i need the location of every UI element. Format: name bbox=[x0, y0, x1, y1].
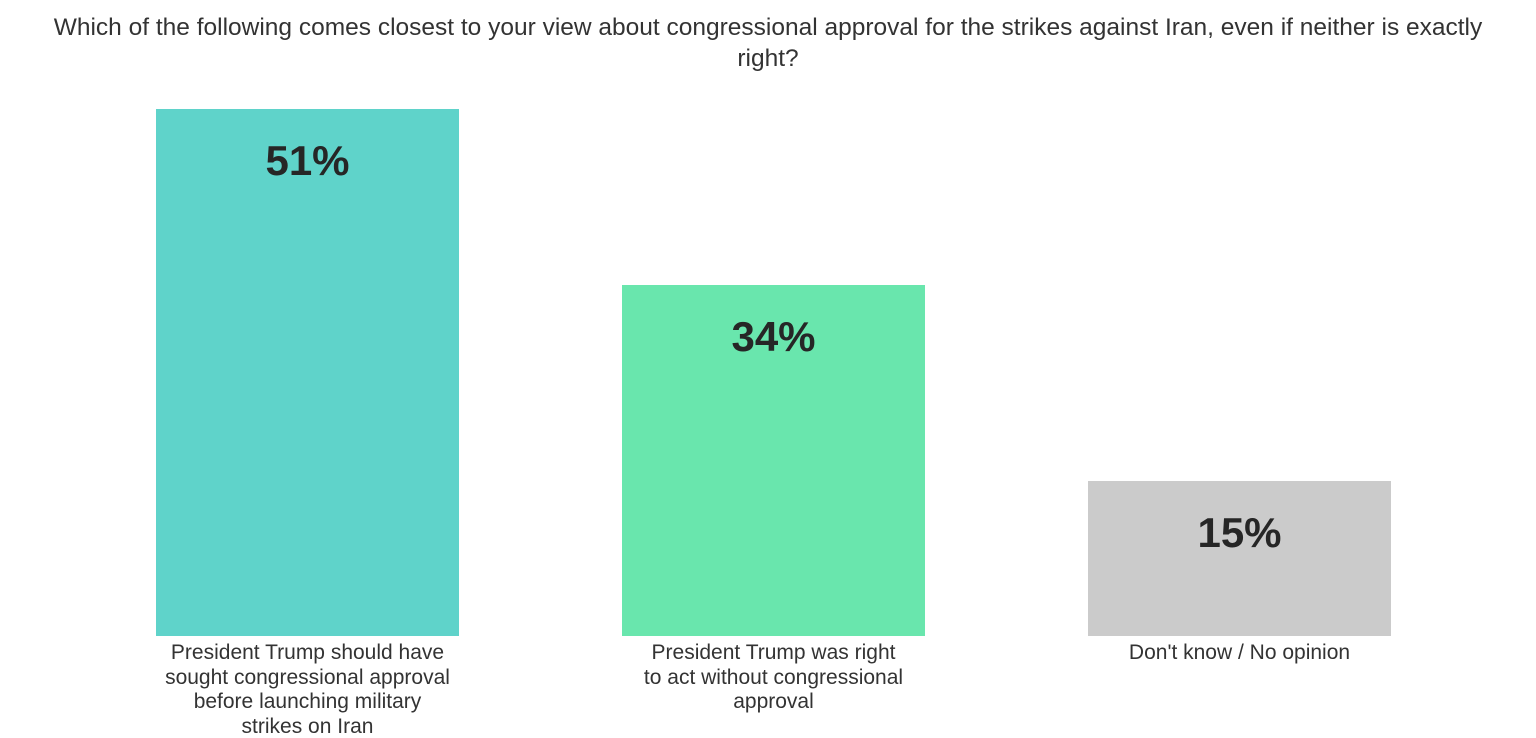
bar: 15% bbox=[1088, 481, 1391, 636]
bar: 51% bbox=[156, 109, 459, 636]
bar-category-label: Don't know / No opinion bbox=[1128, 641, 1351, 664]
bar-category-label: President Trump was right to act without… bbox=[643, 641, 904, 713]
chart-title: Which of the following comes closest to … bbox=[53, 14, 1483, 72]
bar: 34% bbox=[622, 285, 925, 636]
bar-value-label: 34% bbox=[731, 313, 816, 360]
bar-category-label: President Trump should have sought congr… bbox=[165, 641, 450, 738]
bar-value-label: 51% bbox=[265, 137, 350, 184]
bar-value-label: 15% bbox=[1197, 509, 1282, 556]
